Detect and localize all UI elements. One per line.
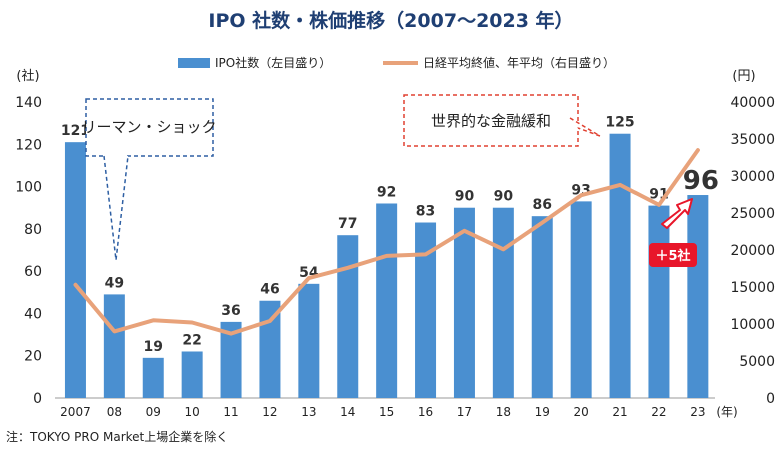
bar-value-label: 49 [105, 275, 124, 291]
x-tick-label: 10 [185, 405, 200, 419]
callout-easing-pointer [569, 117, 601, 137]
bar-value-label: 19 [144, 339, 163, 355]
bar-value-label: 92 [377, 184, 396, 200]
legend-bar-label: IPO社数（左目盛り） [215, 55, 331, 70]
bar-value-label: 96 [683, 166, 719, 196]
right-tick-label: 40000 [730, 95, 775, 111]
callout-easing-box [403, 94, 579, 147]
x-tick-label: 23 [690, 405, 705, 419]
increase-badge-box [649, 243, 697, 267]
right-axis-unit: (円) [732, 69, 755, 84]
footnote: 注：TOKYO PRO Market上場企業を除く [6, 429, 228, 444]
right-tick-label: 35000 [730, 132, 775, 148]
bar-value-label: 86 [533, 197, 552, 213]
x-tick-label: 14 [340, 405, 355, 419]
callout-lehman-pointer [103, 155, 129, 261]
legend-line-label: 日経平均終値、年平均（右目盛り） [423, 55, 615, 70]
legend-bar-swatch [178, 58, 210, 68]
x-tick-label: 18 [496, 405, 511, 419]
left-tick-label: 80 [24, 222, 42, 238]
right-tick-label: 15000 [730, 280, 775, 296]
legend: IPO社数（左目盛り） 日経平均終値、年平均（右目盛り） [178, 55, 615, 70]
left-tick-label: 120 [15, 137, 42, 153]
increase-badge: ＋5社 [649, 243, 697, 267]
x-tick-label: 09 [146, 405, 161, 419]
bar-16 [415, 222, 437, 398]
bar-11 [220, 321, 242, 398]
x-tick-label: 12 [262, 405, 277, 419]
bar-value-label: 36 [221, 303, 240, 319]
bar-15 [376, 203, 398, 398]
bar-09 [142, 357, 164, 398]
bar-value-label: 22 [182, 332, 201, 348]
bar-18 [492, 207, 514, 398]
increase-arrow-icon [661, 198, 693, 229]
left-axis-unit: (社) [16, 68, 39, 84]
chart-title: IPO 社数・株価推移（2007～2023 年） [208, 9, 573, 32]
x-tick-label: 16 [418, 405, 433, 419]
right-tick-label: 5000 [739, 354, 775, 370]
bar-value-label: 83 [416, 204, 435, 220]
callout-lehman-text: リーマン・ショック [81, 118, 216, 136]
x-tick-label: 11 [223, 405, 238, 419]
bar-value-label: 121 [61, 123, 90, 139]
x-tick-label: 13 [301, 405, 316, 419]
x-tick-label: 21 [612, 405, 627, 419]
bar-20 [570, 201, 592, 398]
right-tick-label: 30000 [730, 169, 775, 185]
bar-23 [687, 195, 709, 398]
bar-value-label: 46 [260, 282, 279, 298]
x-tick-label: 08 [107, 405, 122, 419]
right-tick-label: 10000 [730, 317, 775, 333]
right-tick-label: 0 [766, 391, 775, 407]
bar-12 [259, 300, 281, 398]
x-axis-ticks: 2007 08 09 10 11 12 13 14 15 16 17 18 19 20 21 22 23 [60, 405, 705, 419]
right-tick-label: 20000 [730, 243, 775, 259]
callout-lehman: リーマン・ショック [81, 98, 217, 261]
left-tick-label: 60 [24, 264, 42, 280]
bar-14 [337, 235, 359, 398]
bar-series [64, 133, 709, 398]
increase-badge-text: ＋5社 [655, 248, 690, 264]
bar-10 [181, 351, 203, 398]
callout-easing-text: 世界的な金融緩和 [431, 112, 551, 130]
left-tick-label: 0 [33, 391, 42, 407]
left-tick-label: 40 [24, 306, 42, 322]
bar-value-label: 125 [605, 115, 634, 131]
bar-08 [103, 294, 125, 398]
callout-easing: 世界的な金融緩和 [403, 94, 601, 147]
bar-value-label: 90 [494, 189, 514, 205]
x-tick-label: 20 [574, 405, 589, 419]
right-axis-ticks: 0 5000 10000 15000 20000 25000 30000 35000 40000 [730, 95, 775, 407]
bar-17 [453, 207, 475, 398]
x-axis-unit: (年) [716, 405, 737, 419]
x-tick-label: 15 [379, 405, 394, 419]
left-axis-ticks: 0 20 40 60 80 100 120 140 [15, 95, 42, 407]
callout-lehman-box [85, 98, 214, 157]
x-tick-label: 17 [457, 405, 472, 419]
left-tick-label: 100 [15, 180, 42, 196]
x-tick-label: 22 [651, 405, 666, 419]
bar-22 [648, 205, 670, 398]
x-tick-label: 19 [535, 405, 550, 419]
bar-21 [609, 133, 631, 398]
bar-19 [531, 216, 553, 398]
bar-value-label: 77 [338, 216, 357, 232]
left-tick-label: 20 [24, 349, 42, 365]
left-tick-label: 140 [15, 95, 42, 111]
bar-13 [298, 283, 320, 398]
bar-2007 [64, 142, 86, 398]
nikkei-line [73, 148, 700, 336]
right-tick-label: 25000 [730, 206, 775, 222]
x-tick-label: 2007 [60, 405, 91, 419]
bar-value-label: 90 [455, 189, 475, 205]
